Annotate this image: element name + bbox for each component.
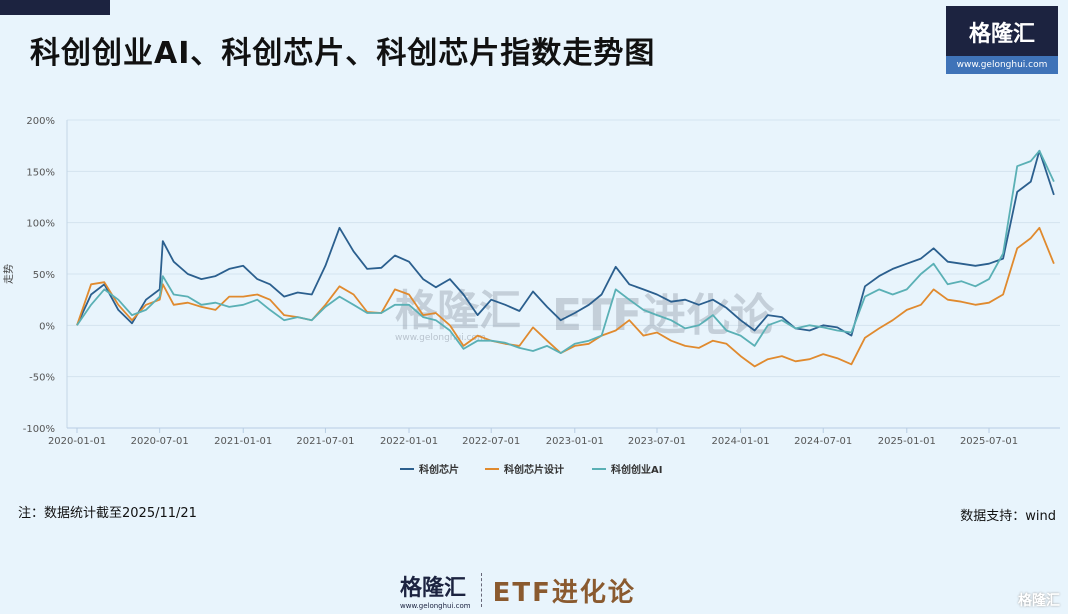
bottom-logo: 格隆汇 www.gelonghui.com ETF进化论 [400, 570, 636, 610]
top-accent-bar [0, 0, 110, 15]
gelonghui-logo: 格隆汇 www.gelonghui.com [946, 6, 1058, 74]
watermark-brand: 格隆汇 [395, 286, 521, 335]
x-tick-label: 2025-07-01 [960, 436, 1018, 447]
x-tick-label: 2025-01-01 [878, 436, 936, 447]
watermark-url: www.gelonghui.com [395, 333, 486, 343]
page-title: 科创创业AI、科创芯片、科创芯片指数走势图 [30, 36, 656, 71]
y-tick-label: 50% [33, 270, 55, 281]
bottom-brand: 格隆汇 [400, 576, 467, 601]
logo-name: 格隆汇 [968, 22, 1035, 47]
x-tick-label: 2021-07-01 [296, 436, 354, 447]
y-tick-label: -100% [23, 424, 55, 435]
x-tick-label: 2022-01-01 [380, 436, 438, 447]
legend-label: 科创创业AI [611, 463, 662, 476]
x-tick-label: 2023-07-01 [628, 436, 686, 447]
y-axis-label: 走势 [2, 264, 15, 284]
line-chart: -100% -50% 0% 50% 100% 150% 200% 2020-01-01 2020… [2, 116, 1060, 476]
corner-watermark: 格隆汇 [1018, 593, 1060, 609]
data-source: 数据支持：wind [960, 509, 1056, 524]
column-name: ETF进化论 [492, 577, 636, 608]
x-tick-label: 2020-01-01 [48, 436, 106, 447]
x-tick-label: 2020-07-01 [131, 436, 189, 447]
y-tick-label: -50% [29, 373, 55, 384]
x-tick-label: 2024-07-01 [794, 436, 852, 447]
logo-url: www.gelonghui.com [946, 56, 1058, 74]
series-line [76, 149, 1055, 337]
series-line [76, 149, 1055, 354]
data-note: 注：数据统计截至2025/11/21 [18, 506, 197, 521]
x-tick-label: 2022-07-01 [462, 436, 520, 447]
y-tick-label: 200% [26, 116, 55, 127]
y-tick-label: 150% [26, 167, 55, 178]
divider [480, 573, 483, 607]
x-tick-label: 2021-01-01 [214, 436, 272, 447]
y-tick-label: 0% [39, 321, 55, 332]
x-tick-label: 2023-01-01 [546, 436, 604, 447]
x-tick-label: 2024-01-01 [711, 436, 769, 447]
legend-label: 科创芯片设计 [504, 463, 564, 476]
bottom-url: www.gelonghui.com [400, 602, 471, 610]
legend-label: 科创芯片 [419, 463, 459, 476]
y-tick-label: 100% [26, 219, 55, 230]
